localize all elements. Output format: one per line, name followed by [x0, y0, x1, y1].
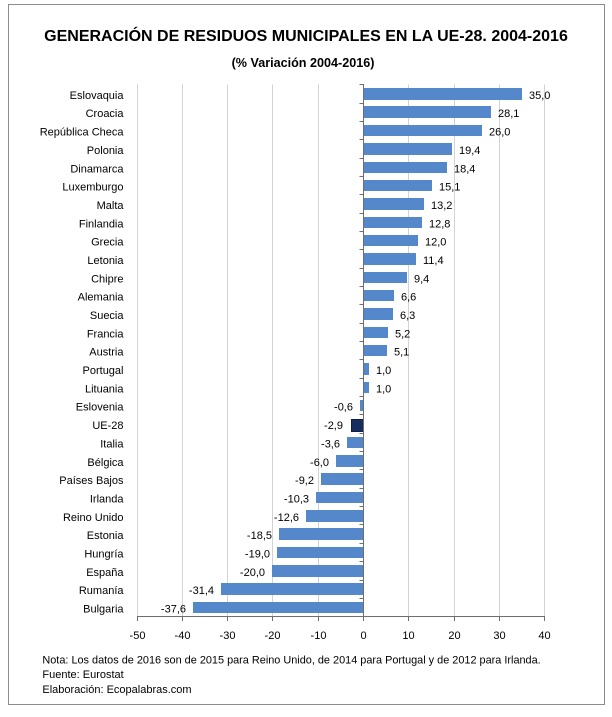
- svg-text:Polonia: Polonia: [87, 145, 125, 157]
- svg-text:Irlanda: Irlanda: [90, 493, 125, 505]
- svg-text:Portugal: Portugal: [83, 365, 124, 377]
- svg-text:Fuente: Eurostat: Fuente: Eurostat: [42, 669, 123, 681]
- svg-text:Hungría: Hungría: [84, 549, 124, 561]
- svg-text:-19,0: -19,0: [245, 549, 270, 561]
- svg-text:-2,9: -2,9: [324, 420, 343, 432]
- svg-text:Nota: Los datos de 2016 son de: Nota: Los datos de 2016 son de 2015 para…: [42, 654, 540, 666]
- svg-text:Chipre: Chipre: [91, 273, 123, 285]
- svg-text:-31,4: -31,4: [189, 585, 214, 597]
- svg-text:Dinamarca: Dinamarca: [70, 163, 124, 175]
- svg-text:28,1: 28,1: [498, 108, 519, 120]
- svg-text:26,0: 26,0: [489, 127, 510, 139]
- svg-text:Elaboración: Ecopalabras.com: Elaboración: Ecopalabras.com: [42, 684, 191, 696]
- svg-text:-6,0: -6,0: [310, 457, 329, 469]
- svg-text:España: España: [86, 567, 124, 579]
- svg-text:-20: -20: [265, 630, 281, 642]
- svg-text:UE-28: UE-28: [92, 420, 123, 432]
- svg-text:1,0: 1,0: [376, 383, 391, 395]
- svg-text:-9,2: -9,2: [295, 475, 314, 487]
- svg-text:República Checa: República Checa: [40, 127, 125, 139]
- svg-text:Países Bajos: Países Bajos: [59, 475, 124, 487]
- svg-text:-30: -30: [220, 630, 236, 642]
- svg-text:Finlandia: Finlandia: [79, 218, 125, 230]
- svg-text:Reino Unido: Reino Unido: [63, 512, 124, 524]
- svg-text:12,8: 12,8: [429, 218, 450, 230]
- svg-text:-18,5: -18,5: [247, 530, 272, 542]
- svg-text:-0,6: -0,6: [334, 402, 353, 414]
- svg-text:Bulgaria: Bulgaria: [83, 604, 124, 616]
- svg-text:-37,6: -37,6: [161, 604, 186, 616]
- svg-text:Luxemburgo: Luxemburgo: [62, 182, 123, 194]
- svg-text:Italia: Italia: [100, 438, 124, 450]
- svg-text:6,6: 6,6: [401, 292, 416, 304]
- svg-text:10: 10: [402, 630, 414, 642]
- svg-text:-40: -40: [175, 630, 191, 642]
- svg-text:Alemania: Alemania: [78, 292, 125, 304]
- svg-text:Croacia: Croacia: [86, 108, 125, 120]
- svg-text:Austria: Austria: [89, 347, 124, 359]
- svg-text:6,3: 6,3: [400, 310, 415, 322]
- svg-text:11,4: 11,4: [423, 255, 444, 267]
- svg-text:Eslovenia: Eslovenia: [76, 402, 125, 414]
- svg-text:35,0: 35,0: [529, 90, 550, 102]
- svg-text:13,2: 13,2: [431, 200, 452, 212]
- svg-text:5,2: 5,2: [395, 328, 410, 340]
- svg-text:5,1: 5,1: [394, 347, 409, 359]
- svg-text:0: 0: [360, 630, 366, 642]
- svg-text:30: 30: [493, 630, 505, 642]
- svg-text:Malta: Malta: [97, 200, 125, 212]
- svg-text:Francia: Francia: [87, 328, 125, 340]
- svg-text:-3,6: -3,6: [321, 438, 340, 450]
- svg-text:1,0: 1,0: [376, 365, 391, 377]
- svg-text:Rumanía: Rumanía: [79, 585, 125, 597]
- svg-text:-20,0: -20,0: [240, 567, 265, 579]
- svg-text:19,4: 19,4: [459, 145, 480, 157]
- svg-text:Grecia: Grecia: [91, 237, 124, 249]
- svg-text:(% Variación 2004-2016): (% Variación 2004-2016): [232, 56, 375, 70]
- svg-text:-10,3: -10,3: [284, 493, 309, 505]
- svg-text:GENERACIÓN DE RESIDUOS MUNICIP: GENERACIÓN DE RESIDUOS MUNICIPALES EN LA…: [44, 26, 568, 45]
- svg-text:-12,6: -12,6: [274, 512, 299, 524]
- svg-text:Bélgica: Bélgica: [87, 457, 124, 469]
- svg-text:12,0: 12,0: [425, 237, 446, 249]
- svg-text:15,1: 15,1: [439, 182, 460, 194]
- svg-text:9,4: 9,4: [414, 273, 429, 285]
- svg-text:20: 20: [448, 630, 460, 642]
- svg-text:-10: -10: [311, 630, 327, 642]
- svg-text:Estonia: Estonia: [87, 530, 125, 542]
- svg-text:18,4: 18,4: [454, 163, 475, 175]
- svg-text:Suecia: Suecia: [90, 310, 125, 322]
- svg-text:-50: -50: [130, 630, 146, 642]
- svg-text:Letonia: Letonia: [87, 255, 124, 267]
- svg-text:Eslovaquia: Eslovaquia: [70, 90, 125, 102]
- svg-text:Lituania: Lituania: [85, 383, 124, 395]
- svg-text:40: 40: [538, 630, 550, 642]
